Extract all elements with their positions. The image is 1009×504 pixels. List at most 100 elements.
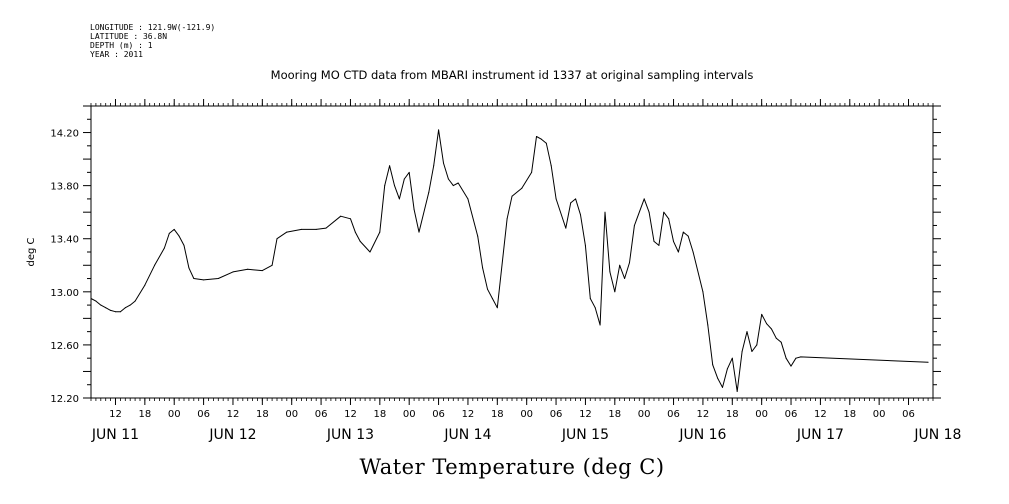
- x-tick-label-12: 12: [462, 409, 475, 420]
- year-label: YEAR : 2011: [90, 50, 143, 59]
- data-point-108: [780, 341, 782, 343]
- data-point-98: [731, 357, 733, 359]
- data-point-51: [467, 198, 469, 200]
- data-point-30: [340, 215, 342, 217]
- x-tick-label-22: 00: [755, 409, 768, 420]
- data-point-52: [477, 235, 479, 237]
- x-tick-label-17: 18: [608, 409, 621, 420]
- data-point-50: [457, 182, 459, 184]
- data-point-80: [633, 225, 635, 226]
- data-point-1: [95, 300, 97, 302]
- data-point-104: [761, 313, 763, 315]
- data-point-83: [653, 240, 655, 242]
- x-day-label-2: JUN 13: [326, 427, 374, 443]
- data-point-22: [247, 268, 249, 270]
- y-tick-label-3: 13.40: [50, 235, 79, 246]
- x-tick-label-3: 06: [197, 409, 210, 420]
- mooring-metadata: LONGITUDE : 121.9W(-121.9) LATITUDE : 36…: [90, 23, 215, 59]
- data-point-107: [775, 337, 777, 339]
- data-point-39: [398, 198, 400, 200]
- data-point-35: [379, 231, 381, 233]
- data-point-33: [359, 240, 361, 242]
- data-point-13: [168, 232, 170, 234]
- x-tick-label-5: 18: [256, 409, 269, 420]
- data-point-57: [506, 218, 508, 220]
- data-point-92: [702, 291, 704, 293]
- x-tick-label-23: 06: [785, 409, 798, 420]
- data-point-20: [217, 278, 219, 279]
- data-point-96: [722, 386, 723, 388]
- x-tick-label-21: 18: [726, 409, 739, 420]
- x-tick-label-13: 18: [491, 409, 504, 420]
- data-point-60: [531, 171, 533, 173]
- data-point-75: [609, 271, 611, 273]
- data-point-72: [594, 307, 596, 309]
- chart-title: Mooring MO CTD data from MBARI instrumen…: [271, 68, 754, 82]
- data-point-93: [707, 324, 709, 326]
- data-point-54: [487, 288, 488, 290]
- data-point-29: [325, 227, 327, 229]
- data-point-71: [589, 298, 591, 299]
- data-point-111: [795, 357, 797, 359]
- data-point-42: [413, 209, 415, 210]
- data-point-49: [452, 185, 454, 187]
- data-point-7: [124, 307, 126, 309]
- data-point-84: [658, 244, 660, 246]
- data-point-110: [790, 365, 792, 367]
- data-point-106: [771, 328, 772, 330]
- data-point-34: [369, 251, 371, 253]
- data-point-62: [540, 138, 542, 140]
- data-point-8: [129, 304, 131, 306]
- data-point-47: [443, 162, 444, 164]
- x-tick-label-1: 18: [138, 409, 151, 420]
- data-point-44: [428, 191, 430, 193]
- y-axis-label: deg C: [26, 237, 37, 266]
- x-tick-label-2: 00: [168, 409, 181, 420]
- data-point-74: [604, 211, 606, 213]
- data-point-90: [687, 235, 689, 237]
- data-point-45: [433, 165, 435, 167]
- data-point-18: [193, 278, 195, 279]
- x-tick-label-20: 12: [697, 409, 710, 420]
- data-point-37: [389, 165, 391, 167]
- temperature-series-line-0: [90, 129, 929, 392]
- x-day-label-3: JUN 14: [443, 427, 491, 443]
- y-tick-label-0: 12.20: [50, 394, 79, 405]
- data-point-43: [418, 231, 420, 233]
- data-point-32: [354, 231, 356, 233]
- x-tick-label-24: 12: [814, 409, 827, 420]
- data-point-91: [692, 251, 694, 253]
- data-point-31: [350, 218, 351, 220]
- data-point-65: [555, 198, 557, 200]
- x-axis-title: Water Temperature (deg C): [359, 455, 664, 479]
- data-point-48: [447, 178, 449, 180]
- data-point-11: [154, 264, 156, 266]
- data-point-2: [100, 304, 102, 306]
- data-point-15: [178, 235, 180, 237]
- data-point-9: [134, 300, 136, 302]
- series-layer: [90, 129, 929, 392]
- data-point-100: [741, 351, 743, 352]
- data-point-10: [144, 284, 146, 286]
- data-point-17: [188, 267, 190, 269]
- y-tick-label-1: 12.60: [50, 341, 79, 352]
- data-point-63: [545, 142, 547, 144]
- data-point-87: [673, 240, 674, 242]
- data-point-69: [580, 214, 581, 216]
- x-tick-label-16: 12: [579, 409, 592, 420]
- data-point-95: [717, 377, 719, 379]
- data-point-81: [643, 198, 645, 200]
- data-point-28: [315, 228, 317, 230]
- data-point-0: [90, 298, 92, 299]
- data-point-97: [726, 368, 728, 370]
- x-day-label-7: JUN 18: [913, 427, 961, 443]
- data-point-77: [619, 264, 621, 266]
- data-point-78: [624, 278, 626, 279]
- data-point-76: [614, 291, 616, 293]
- data-point-88: [677, 251, 679, 253]
- data-point-79: [629, 262, 630, 264]
- data-point-68: [575, 198, 577, 200]
- x-tick-label-6: 00: [285, 409, 298, 420]
- data-point-16: [183, 244, 185, 246]
- data-point-4: [110, 309, 112, 311]
